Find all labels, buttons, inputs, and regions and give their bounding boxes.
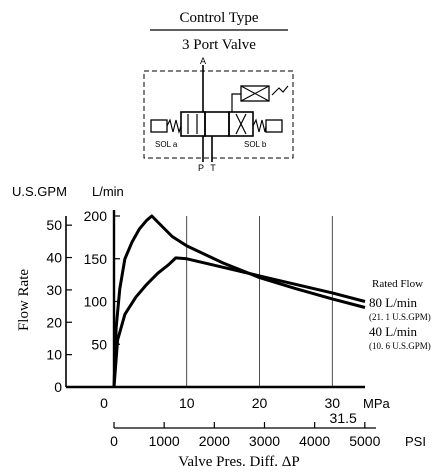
legend-title: Rated Flow (372, 278, 423, 290)
y-tick-label-gpm: 20 (46, 314, 62, 330)
x-unit-psi-label: PSI (405, 434, 426, 449)
x-tick-label-mpa: 0 (100, 395, 108, 411)
valve-position-left (180, 111, 206, 137)
valve-type-subtitle: 3 Port Valve (182, 37, 256, 53)
legend-entry-1-sub: (21. 1 U.S.GPM) (369, 312, 431, 322)
flow-arrow-right-2 (235, 113, 247, 135)
y-tick-label-gpm: 40 (46, 250, 62, 266)
adjustment-arrow-icon (271, 85, 289, 96)
y-tick-label-lmin: 100 (84, 294, 108, 310)
series-line-2 (112, 256, 366, 388)
spring-a-icon (166, 118, 182, 134)
port-t-label: T (210, 163, 216, 173)
series-line-1 (112, 214, 366, 388)
valve-position-right (228, 111, 254, 137)
valve-symbol: A P T SOL a SOL b (143, 56, 294, 173)
port-a-label: A (200, 56, 206, 66)
y-unit-left-label: U.S.GPM (12, 184, 67, 199)
valve-position-center (204, 111, 230, 137)
series-layer (112, 214, 366, 388)
spring-b-icon (252, 118, 267, 133)
control-type-title: Control Type (179, 10, 258, 26)
x-tick-label-psi: 2000 (199, 433, 230, 449)
x-tick-label-psi: 3000 (249, 433, 280, 449)
legend-entry-2-sub: (10. 6 U.S.GPM) (369, 341, 431, 351)
y-tick-label-gpm: 30 (46, 282, 62, 298)
legend-entry-2-main: 40 L/min (369, 324, 418, 339)
x-tick-label-psi: 5000 (349, 433, 380, 449)
y-ticks-lmin: 50 100 150 200 (84, 208, 120, 352)
legend: Rated Flow 80 L/min (21. 1 U.S.GPM) 40 L… (369, 278, 431, 351)
y-tick-label-gpm: 0 (54, 379, 62, 395)
header: Control Type 3 Port Valve (150, 10, 288, 53)
legend-entry-1-main: 80 L/min (369, 295, 418, 310)
pilot-solenoid-diagonal-2 (240, 85, 270, 102)
y-tick-label-lmin: 200 (84, 208, 108, 224)
y-tick-label-gpm: 50 (46, 217, 62, 233)
sol-a-label: SOL a (155, 140, 178, 149)
x-tick-label-psi: 0 (110, 433, 118, 449)
pilot-connection-line (231, 93, 241, 112)
y-tick-label-lmin: 150 (84, 251, 108, 267)
solenoid-a-box (150, 119, 168, 133)
x-tick-label-mpa: 30 (324, 395, 340, 411)
port-p-label: P (198, 163, 204, 173)
x-tick-label-mpa: 10 (179, 395, 195, 411)
y-tick-label-lmin: 50 (91, 336, 107, 352)
x-unit-mpa-label: MPa (363, 396, 391, 411)
sol-b-label: SOL b (244, 140, 267, 149)
x-tick-label-mpa: 20 (252, 395, 268, 411)
gridlines (186, 216, 333, 387)
y-tick-label-gpm: 10 (46, 347, 62, 363)
y-axis-title: Flow Rate (16, 269, 32, 331)
x-tick-label-psi: 4000 (299, 433, 330, 449)
x-axis-title: Valve Pres. Diff. ΔP (178, 454, 299, 470)
solenoid-b-box (265, 119, 283, 133)
symbol-dashed-frame (143, 70, 294, 159)
x-ticks-psi: 0 1000 2000 3000 4000 5000 (110, 422, 381, 449)
x-tick-label-psi: 1000 (149, 433, 180, 449)
x-tick-label-mpa-rated: 31.5 (330, 410, 357, 426)
y-ticks-gpm: 0 10 20 30 40 50 (46, 217, 72, 395)
y-unit-right-label: L/min (92, 184, 124, 199)
